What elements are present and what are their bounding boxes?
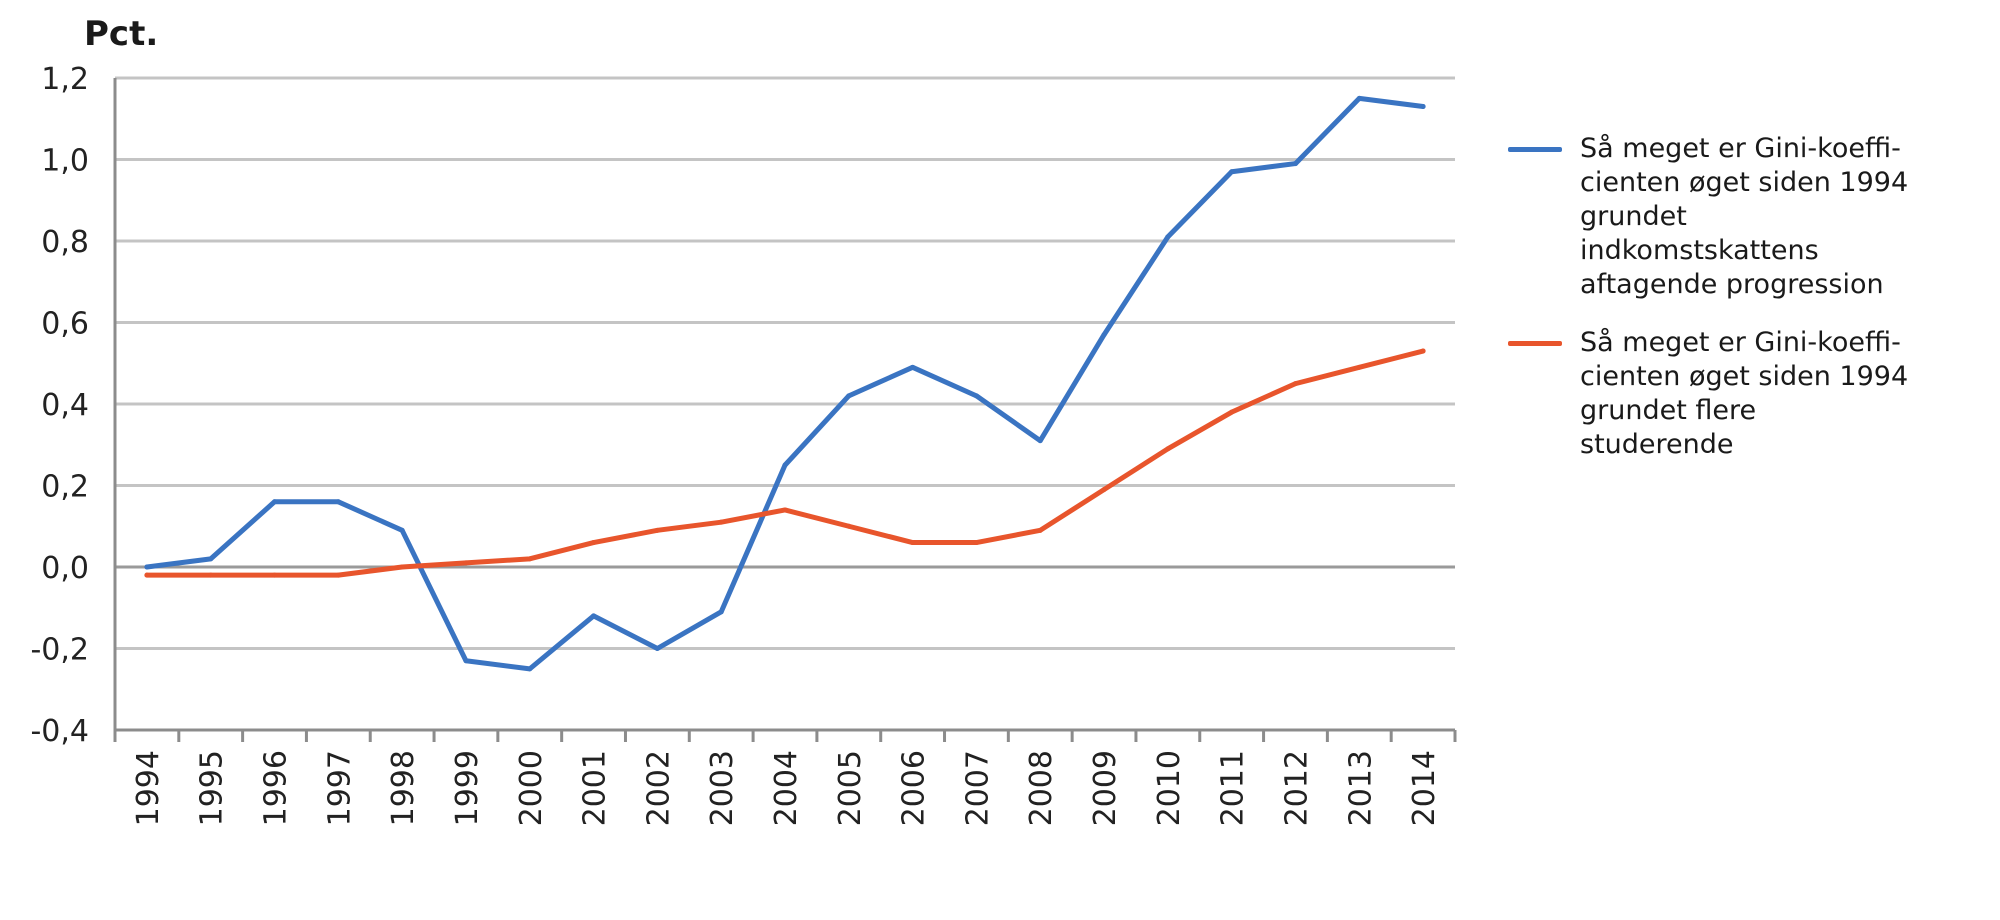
series-0-point xyxy=(1229,169,1235,175)
series-1-point xyxy=(1356,364,1362,370)
series-1-point xyxy=(1165,446,1171,452)
y-tick-label: 1,2 xyxy=(41,62,89,97)
x-tick-label: 2008 xyxy=(1024,750,1059,826)
x-tick-label: 2002 xyxy=(641,750,676,826)
series-1-point xyxy=(654,527,660,533)
legend-swatch-orange xyxy=(1508,341,1562,346)
series-0-point xyxy=(973,393,979,399)
series-1-point xyxy=(591,540,597,546)
x-tick-label: 2009 xyxy=(1088,750,1123,826)
series-0-point xyxy=(591,613,597,619)
series-0-point xyxy=(463,658,469,664)
series-0-point xyxy=(1165,234,1171,240)
y-tick-label: -0,2 xyxy=(30,633,89,668)
y-tick-label: 0,8 xyxy=(41,225,89,260)
y-tick-label: 0,6 xyxy=(41,307,89,342)
series-1-point xyxy=(973,540,979,546)
legend-label-students: Så meget er Gini-koeffi-cienten øget sid… xyxy=(1580,327,1909,460)
y-tick-label: 0,4 xyxy=(41,388,89,423)
y-tick-label: -0,4 xyxy=(30,714,89,749)
y-tick-label: 0,2 xyxy=(41,470,89,505)
series-0-point xyxy=(910,364,916,370)
series-0-point xyxy=(846,393,852,399)
x-tick-label: 2003 xyxy=(705,750,740,826)
series-0-point xyxy=(1101,332,1107,338)
series-0-point xyxy=(1420,104,1426,110)
x-tick-label: 1996 xyxy=(259,750,294,826)
x-tick-label: 1998 xyxy=(386,750,421,826)
x-tick-label: 1995 xyxy=(195,750,230,826)
x-tick-label: 1994 xyxy=(131,750,166,826)
x-tick-label: 2011 xyxy=(1216,750,1251,826)
series-line-0 xyxy=(144,95,1426,672)
y-axis-unit-label: Pct. xyxy=(84,14,159,54)
series-1-point xyxy=(335,572,341,578)
series-1-point xyxy=(846,523,852,529)
series-1-point xyxy=(782,507,788,513)
y-tick-label: 0,0 xyxy=(41,551,89,586)
chart-legend: Så meget er Gini-koeffi-cienten øget sid… xyxy=(1508,132,1978,486)
x-tick-label: 1999 xyxy=(450,750,485,826)
series-0-point xyxy=(399,527,405,533)
series-1-point xyxy=(527,556,533,562)
x-tick-label: 2007 xyxy=(960,750,995,826)
legend-label-tax-progression: Så meget er Gini-koeffi-cienten øget sid… xyxy=(1580,133,1909,300)
series-0-point xyxy=(1356,95,1362,101)
series-1-point xyxy=(718,519,724,525)
series-0-point xyxy=(144,564,150,570)
series-1-point xyxy=(1101,487,1107,493)
x-tick-label: 2000 xyxy=(514,750,549,826)
legend-item-tax-progression: Så meget er Gini-koeffi-cienten øget sid… xyxy=(1508,132,1978,302)
series-0-point xyxy=(272,499,278,505)
series-1-point xyxy=(1037,527,1043,533)
x-tick-label: 2013 xyxy=(1343,750,1378,826)
series-0-point xyxy=(335,499,341,505)
series-0-point xyxy=(527,666,533,672)
series-1-point xyxy=(1292,381,1298,387)
x-tick-label: 2010 xyxy=(1152,750,1187,826)
x-tick-label: 2012 xyxy=(1279,750,1314,826)
series-1-point xyxy=(463,560,469,566)
legend-item-students: Så meget er Gini-koeffi-cienten øget sid… xyxy=(1508,326,1978,462)
y-tick-label: 1,0 xyxy=(41,144,89,179)
series-0-point xyxy=(1292,161,1298,167)
series-0-point xyxy=(782,462,788,468)
x-tick-label: 2005 xyxy=(833,750,868,826)
series-1-point xyxy=(910,540,916,546)
x-tick-label: 2001 xyxy=(578,750,613,826)
series-0-point xyxy=(718,609,724,615)
series-0-point xyxy=(1037,438,1043,444)
legend-swatch-blue xyxy=(1508,147,1562,152)
series-1-point xyxy=(1229,409,1235,415)
series-1-point xyxy=(144,572,150,578)
x-tick-label: 2014 xyxy=(1407,750,1442,826)
x-tick-label: 2006 xyxy=(897,750,932,826)
series-1-point xyxy=(272,572,278,578)
series-1-point xyxy=(399,564,405,570)
series-0-point xyxy=(208,556,214,562)
series-1-point xyxy=(1420,348,1426,354)
series-1-point xyxy=(208,572,214,578)
series-0-point xyxy=(654,646,660,651)
x-tick-label: 1997 xyxy=(322,750,357,826)
x-tick-label: 2004 xyxy=(769,750,804,826)
